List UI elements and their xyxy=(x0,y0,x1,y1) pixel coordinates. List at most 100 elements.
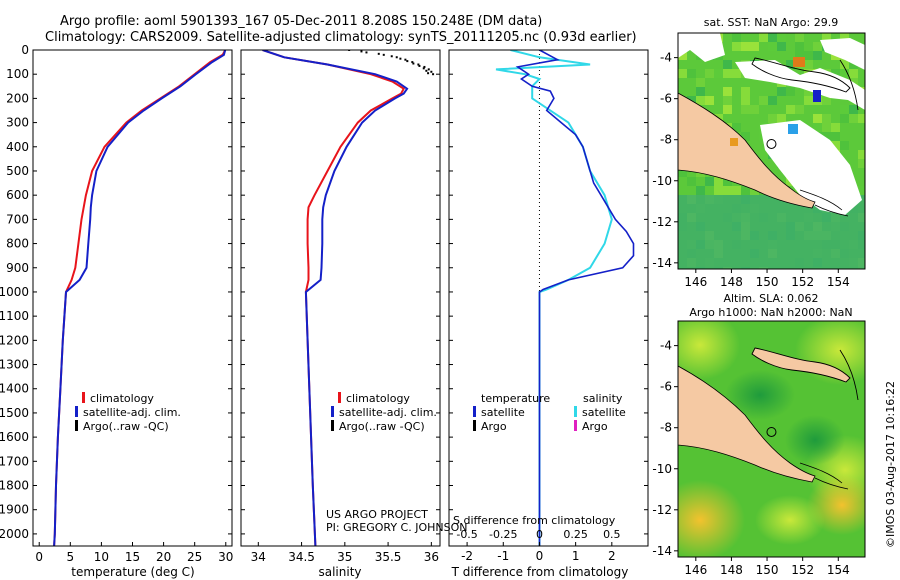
longitude-tick-label: 146 xyxy=(684,275,707,289)
sst-cell xyxy=(705,96,714,105)
sst-cell xyxy=(696,186,705,195)
salinity-legend: climatology satellite-adj. clim. Argo(..… xyxy=(331,392,437,433)
temperature-panel: 0100200300400500600700800900100011001200… xyxy=(0,43,233,579)
temperature-xlabel: temperature (deg C) xyxy=(71,565,194,579)
latitude-tick-label: -10 xyxy=(652,462,672,476)
salinity-argo-point xyxy=(427,72,430,75)
depth-tick-label: 900 xyxy=(6,261,29,275)
legend-t-satellite-swatch xyxy=(473,406,476,417)
sst-cell xyxy=(849,114,858,123)
sst-cell xyxy=(732,33,741,42)
sst-missing-patch xyxy=(678,33,725,62)
sst-cell xyxy=(696,78,705,87)
sst-cell xyxy=(786,105,795,114)
legend-t-argo-swatch xyxy=(473,420,476,431)
sst-cell xyxy=(804,87,813,96)
sst-cell xyxy=(777,114,786,123)
sla-land-new-britain xyxy=(751,347,851,383)
salinity-argo-point xyxy=(411,61,414,64)
sla-map-title-1: Altim. SLA: 0.062 xyxy=(723,292,818,305)
sst-cell xyxy=(759,33,768,42)
depth-tick-label: 100 xyxy=(6,67,29,81)
sla-coast-islands xyxy=(799,462,849,490)
legend-salinity-title: salinity xyxy=(583,392,623,405)
depth-tick-label: 1800 xyxy=(0,479,29,493)
x-tick-label: 20 xyxy=(156,550,171,564)
sst-map-frame xyxy=(677,32,866,270)
latitude-tick-label: -12 xyxy=(652,215,672,229)
temperature-axes-frame xyxy=(32,49,233,547)
sst-cell xyxy=(732,123,741,132)
x-tick-label: 15 xyxy=(125,550,140,564)
sla-high-patch xyxy=(678,321,740,380)
temperature-difference-satellite-line xyxy=(515,50,635,546)
legend-s-argo-swatch xyxy=(574,420,577,431)
latitude-tick-label: -4 xyxy=(660,339,672,353)
sst-cell xyxy=(849,105,858,114)
depth-tick-label: 300 xyxy=(6,116,29,130)
sst-cell xyxy=(822,96,831,105)
legend-s-satellite-label: satellite xyxy=(582,406,626,419)
sst-cool-cell xyxy=(813,90,821,102)
sst-cell xyxy=(822,114,831,123)
sst-cell xyxy=(831,141,840,150)
legend-satellite-label: satellite-adj. clim. xyxy=(83,406,181,419)
t-diff-tick-label: -1 xyxy=(497,549,509,563)
sst-cell xyxy=(723,177,732,186)
depth-tick-label: 700 xyxy=(6,212,29,226)
sst-cell xyxy=(849,60,858,69)
sst-cell xyxy=(777,87,786,96)
t-diff-tick-label: -2 xyxy=(461,549,473,563)
legend-temperature-title: temperature xyxy=(481,392,550,405)
sst-cell xyxy=(759,150,768,159)
sla-very-high-patch xyxy=(678,480,745,557)
salinity-xlabel: salinity xyxy=(318,565,361,579)
sst-map-title: sat. SST: NaN Argo: 29.9 xyxy=(704,16,838,29)
sst-cell xyxy=(786,60,795,69)
t-diff-tick-label: 1 xyxy=(572,549,580,563)
sst-cell xyxy=(777,33,786,42)
latitude-tick-label: -8 xyxy=(660,421,672,435)
sst-map-panel: sat. SST: NaN Argo: 29.9 146 148 150 152 154… xyxy=(652,16,866,289)
legend-satellite-swatch xyxy=(331,406,334,417)
sst-cell xyxy=(831,123,840,132)
sst-missing-patch xyxy=(735,60,865,110)
x-tick-label: 30 xyxy=(218,550,233,564)
sst-argo-float-marker xyxy=(766,138,777,149)
x-tick-label: 35.5 xyxy=(375,550,402,564)
salinity-argo-point xyxy=(395,56,398,59)
sst-cell xyxy=(786,87,795,96)
title-line-1: Argo profile: aoml 5901393_167 05-Dec-20… xyxy=(60,14,542,29)
salinity-argo-point xyxy=(430,70,433,73)
sst-cell xyxy=(795,42,804,51)
legend-satellite-swatch xyxy=(75,406,78,417)
salinity-argo-point xyxy=(382,53,385,56)
sst-cell xyxy=(714,186,723,195)
longitude-tick-label: 150 xyxy=(756,275,779,289)
sst-cell xyxy=(741,132,750,141)
sst-cell xyxy=(858,186,865,195)
sst-cell xyxy=(732,69,741,78)
sst-cell xyxy=(840,60,849,69)
salinity-argo-point xyxy=(412,62,415,65)
temperature-satellite-line xyxy=(53,50,227,546)
latitude-tick-label: -14 xyxy=(652,544,672,558)
legend-argo-label: Argo(..raw -QC) xyxy=(339,420,425,433)
sst-coast-new-britain xyxy=(751,57,851,93)
legend-satellite-label: satellite-adj. clim. xyxy=(339,406,437,419)
sst-missing-data xyxy=(678,33,865,215)
sst-cell xyxy=(732,42,741,51)
sla-low-patch xyxy=(785,415,845,465)
sst-cell xyxy=(750,186,759,195)
s-diff-tick-label: -0.5 xyxy=(456,528,477,541)
salinity-axes-frame xyxy=(240,49,441,547)
sst-cell xyxy=(768,42,777,51)
t-difference-xlabel: T difference from climatology xyxy=(451,565,629,579)
depth-tick-label: 1300 xyxy=(0,358,29,372)
sst-cell xyxy=(678,168,687,177)
legend-climatology-label: climatology xyxy=(90,392,154,405)
depth-tick-label: 1900 xyxy=(0,503,29,517)
salinity-difference-satellite-line xyxy=(495,50,613,546)
depth-tick-label: 500 xyxy=(6,164,29,178)
depth-tick-label: 2000 xyxy=(0,527,29,541)
